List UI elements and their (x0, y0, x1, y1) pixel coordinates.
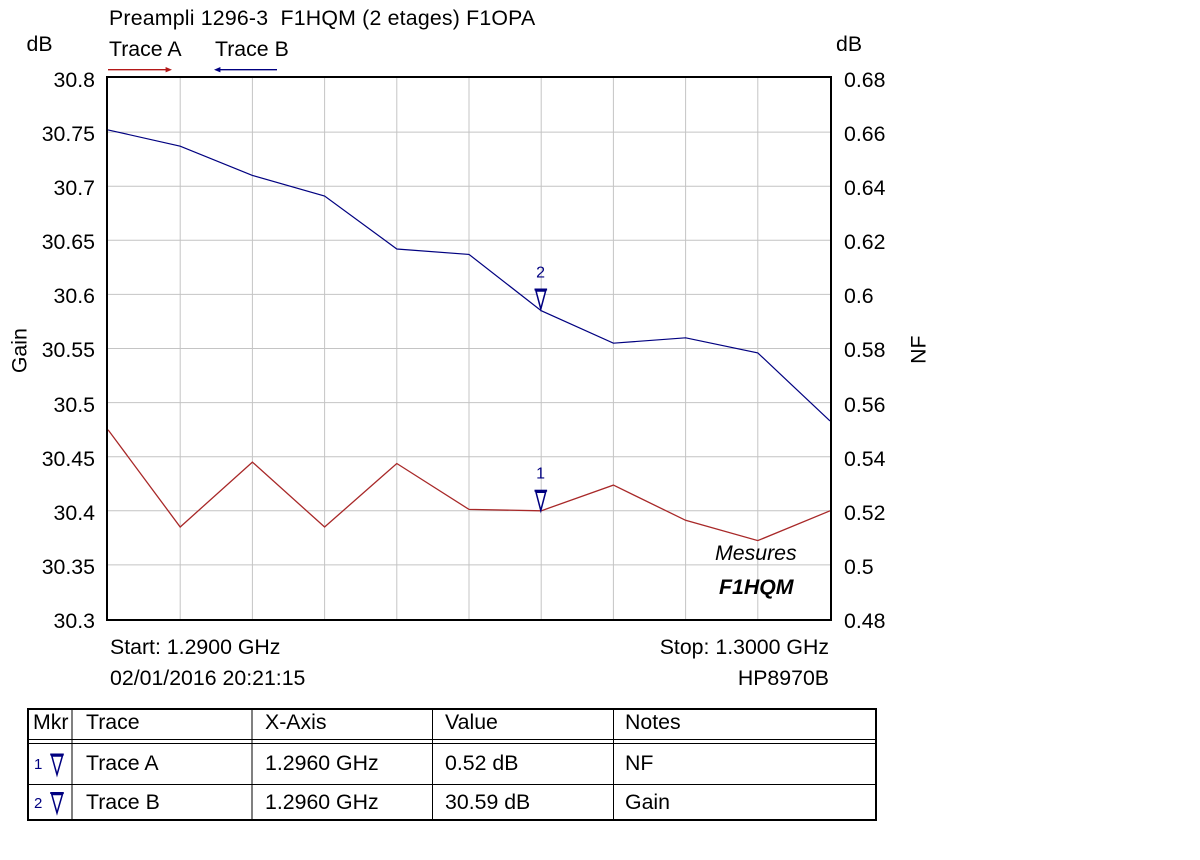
svg-text:2: 2 (34, 795, 42, 812)
svg-text:1: 1 (536, 466, 545, 483)
svg-text:2: 2 (536, 265, 545, 282)
svg-text:1: 1 (34, 756, 42, 773)
